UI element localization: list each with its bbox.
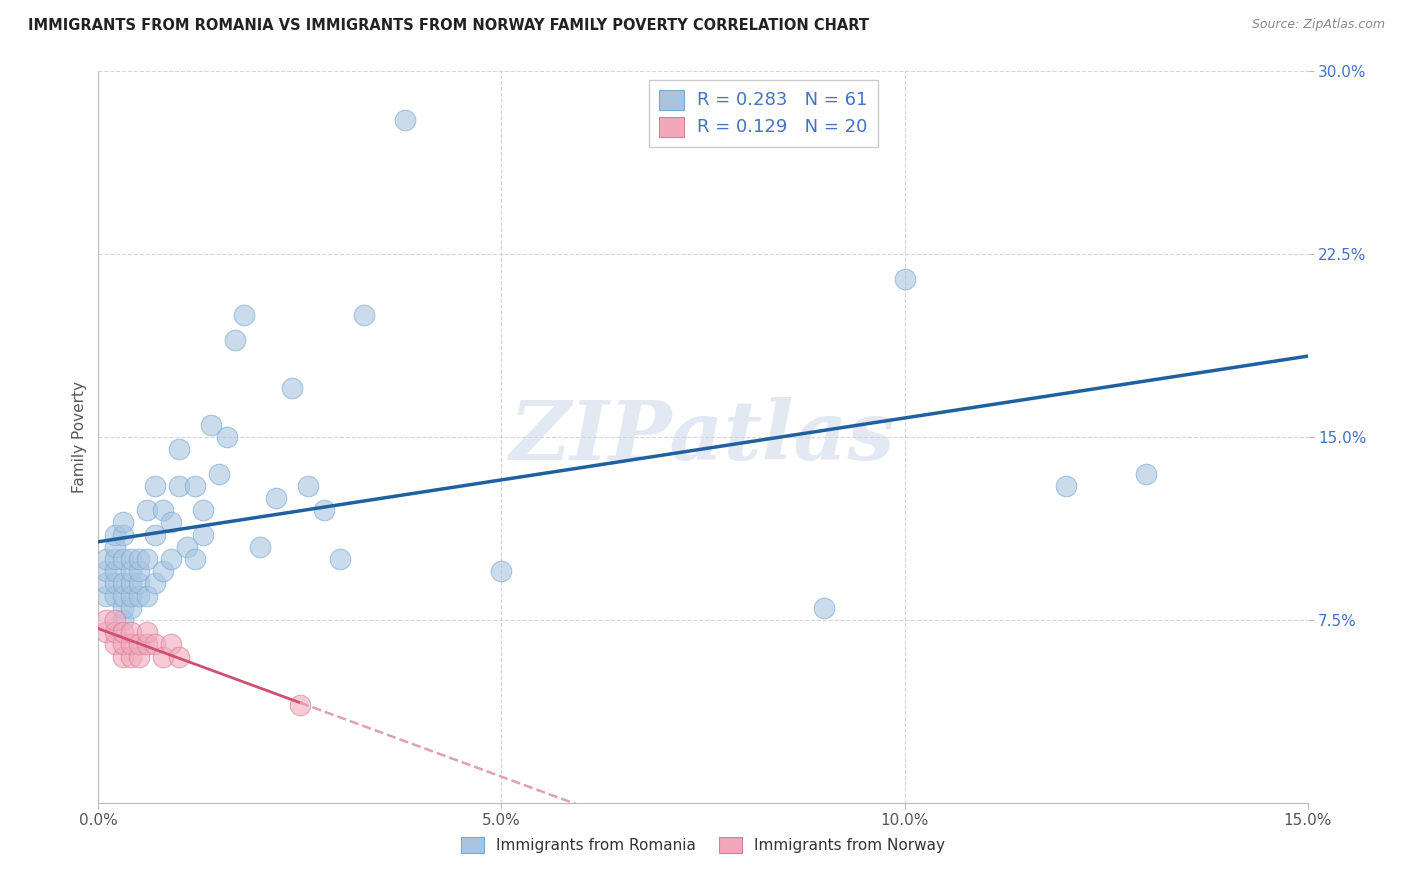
Point bbox=[232, 308, 254, 322]
Point bbox=[111, 552, 134, 566]
Point bbox=[96, 613, 118, 627]
Point bbox=[128, 564, 150, 578]
Point bbox=[103, 613, 125, 627]
Point bbox=[96, 552, 118, 566]
Point bbox=[120, 564, 142, 578]
Point bbox=[264, 491, 287, 505]
Point bbox=[281, 381, 304, 395]
Point bbox=[1054, 479, 1077, 493]
Text: ZIPatlas: ZIPatlas bbox=[510, 397, 896, 477]
Point bbox=[111, 527, 134, 541]
Legend: Immigrants from Romania, Immigrants from Norway: Immigrants from Romania, Immigrants from… bbox=[453, 830, 953, 861]
Y-axis label: Family Poverty: Family Poverty bbox=[72, 381, 87, 493]
Point bbox=[184, 552, 207, 566]
Point bbox=[152, 503, 174, 517]
Point bbox=[111, 576, 134, 591]
Point bbox=[224, 333, 246, 347]
Point bbox=[111, 613, 134, 627]
Point bbox=[813, 600, 835, 615]
Point bbox=[193, 527, 215, 541]
Point bbox=[135, 637, 157, 651]
Point bbox=[128, 552, 150, 566]
Point bbox=[128, 649, 150, 664]
Point bbox=[103, 540, 125, 554]
Point bbox=[167, 649, 190, 664]
Point bbox=[103, 637, 125, 651]
Point bbox=[193, 503, 215, 517]
Point bbox=[111, 637, 134, 651]
Point bbox=[111, 625, 134, 640]
Point bbox=[143, 479, 166, 493]
Point bbox=[103, 552, 125, 566]
Point bbox=[111, 649, 134, 664]
Point bbox=[491, 564, 513, 578]
Point bbox=[96, 564, 118, 578]
Text: IMMIGRANTS FROM ROMANIA VS IMMIGRANTS FROM NORWAY FAMILY POVERTY CORRELATION CHA: IMMIGRANTS FROM ROMANIA VS IMMIGRANTS FR… bbox=[28, 18, 869, 33]
Point bbox=[200, 417, 222, 432]
Point bbox=[160, 516, 183, 530]
Point bbox=[249, 540, 271, 554]
Point bbox=[128, 637, 150, 651]
Point bbox=[103, 527, 125, 541]
Point bbox=[152, 649, 174, 664]
Point bbox=[111, 589, 134, 603]
Point bbox=[135, 552, 157, 566]
Point bbox=[103, 589, 125, 603]
Point bbox=[96, 589, 118, 603]
Point bbox=[176, 540, 198, 554]
Point bbox=[160, 637, 183, 651]
Point bbox=[128, 589, 150, 603]
Point bbox=[120, 576, 142, 591]
Point bbox=[288, 698, 311, 713]
Point bbox=[167, 442, 190, 457]
Point bbox=[120, 589, 142, 603]
Point bbox=[893, 271, 915, 285]
Point bbox=[96, 625, 118, 640]
Point bbox=[111, 516, 134, 530]
Point bbox=[184, 479, 207, 493]
Point bbox=[120, 600, 142, 615]
Point bbox=[208, 467, 231, 481]
Point bbox=[167, 479, 190, 493]
Point bbox=[135, 503, 157, 517]
Point bbox=[96, 576, 118, 591]
Point bbox=[297, 479, 319, 493]
Point bbox=[217, 430, 239, 444]
Point bbox=[120, 625, 142, 640]
Point bbox=[143, 637, 166, 651]
Point bbox=[329, 552, 352, 566]
Point bbox=[394, 113, 416, 128]
Point bbox=[160, 552, 183, 566]
Point bbox=[353, 308, 375, 322]
Point bbox=[143, 527, 166, 541]
Point bbox=[1135, 467, 1157, 481]
Point bbox=[135, 625, 157, 640]
Point bbox=[143, 576, 166, 591]
Point bbox=[111, 600, 134, 615]
Point bbox=[152, 564, 174, 578]
Text: Source: ZipAtlas.com: Source: ZipAtlas.com bbox=[1251, 18, 1385, 31]
Point bbox=[103, 564, 125, 578]
Point bbox=[103, 625, 125, 640]
Point bbox=[128, 576, 150, 591]
Point bbox=[103, 576, 125, 591]
Point bbox=[120, 649, 142, 664]
Point bbox=[314, 503, 336, 517]
Point bbox=[120, 637, 142, 651]
Point bbox=[135, 589, 157, 603]
Point bbox=[120, 552, 142, 566]
